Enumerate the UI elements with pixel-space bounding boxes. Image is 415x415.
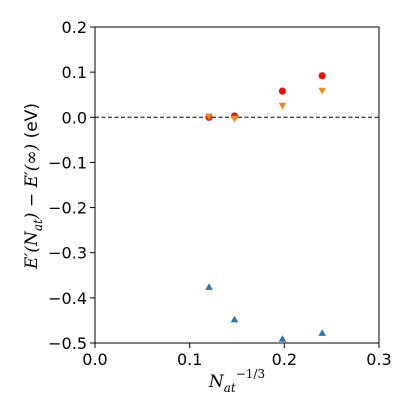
y-tick-label: −0.5 xyxy=(48,334,87,353)
point-triangle-up xyxy=(205,283,213,290)
point-circle xyxy=(278,87,287,95)
x-tick-label: 0.0 xyxy=(82,350,107,369)
x-axis-label: Nat−1/3 xyxy=(208,367,265,395)
point-triangle-down xyxy=(318,87,326,95)
y-axis-label: E′(Nat) − E′(∞) (eV) xyxy=(22,103,45,270)
point-triangle-down xyxy=(278,102,287,110)
point-circle xyxy=(318,72,326,80)
data-points xyxy=(205,72,326,342)
y-tick-label: 0.1 xyxy=(62,63,87,82)
point-triangle-up xyxy=(230,315,239,323)
y-axis-ticks: −0.5 −0.4 −0.3 −0.2 −0.1 0.0 0.1 0.2 xyxy=(48,18,95,353)
point-triangle-down xyxy=(205,113,213,121)
point-triangle-up xyxy=(278,335,287,342)
x-tick-label: 0.3 xyxy=(366,350,391,369)
y-tick-label: −0.4 xyxy=(48,289,87,308)
y-tick-label: −0.2 xyxy=(48,199,87,218)
x-tick-label: 0.1 xyxy=(177,350,202,369)
y-tick-label: −0.3 xyxy=(48,244,87,263)
plot-border xyxy=(94,26,380,344)
x-axis-ticks: 0.0 0.1 0.2 0.3 xyxy=(82,343,392,369)
point-triangle-up xyxy=(318,329,326,336)
y-tick-label: 0.2 xyxy=(62,18,87,37)
plot-frame xyxy=(94,26,380,344)
point-triangle-down xyxy=(230,115,239,123)
y-tick-label: 0.0 xyxy=(62,108,87,127)
x-tick-label: 0.2 xyxy=(272,350,297,369)
y-tick-label: −0.1 xyxy=(48,153,87,172)
